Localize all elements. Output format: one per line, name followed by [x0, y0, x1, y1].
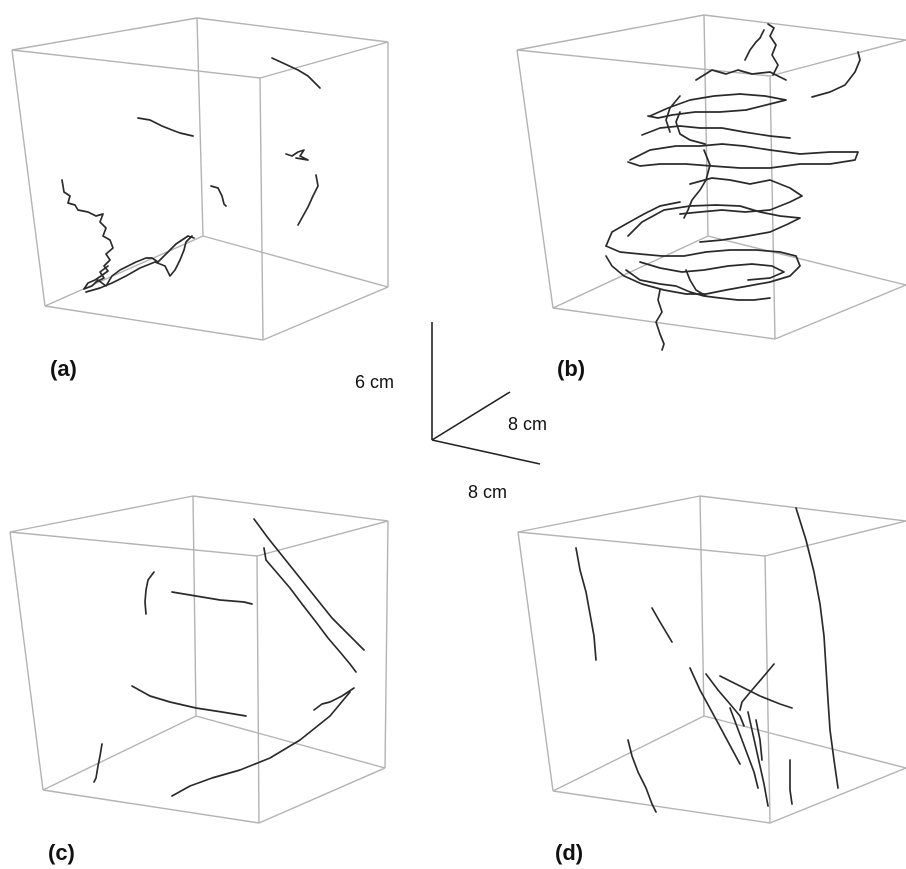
panel-c-crack-traces — [93, 518, 365, 797]
panel-d-cube — [517, 495, 906, 824]
scale-bar-horizontal-axis — [431, 439, 541, 465]
scale-bar-horizontal-label: 8 cm — [468, 482, 507, 502]
panel-b-crack-traces — [605, 23, 861, 351]
panel-a-label: (a) — [50, 356, 77, 381]
panel-d-crack-traces — [575, 507, 839, 813]
scale-bar-depth-axis — [431, 391, 511, 441]
panel-d: (d) — [517, 495, 906, 865]
panel-c-label: (c) — [48, 840, 75, 865]
panel-d-label: (d) — [555, 840, 583, 865]
panel-a: (a) — [11, 17, 389, 381]
panel-c: (c) — [9, 495, 389, 865]
panel-a-cube — [11, 17, 389, 341]
scale-bar-vertical-label: 6 cm — [355, 372, 394, 392]
panel-a-crack-traces — [61, 57, 321, 293]
scale-bar: 6 cm 8 cm 8 cm — [355, 322, 547, 502]
panel-b: (b) — [516, 14, 906, 381]
panel-c-cube — [9, 495, 389, 824]
panel-b-label: (b) — [557, 356, 585, 381]
panel-b-cube — [516, 14, 906, 340]
scale-bar-depth-label: 8 cm — [508, 414, 547, 434]
